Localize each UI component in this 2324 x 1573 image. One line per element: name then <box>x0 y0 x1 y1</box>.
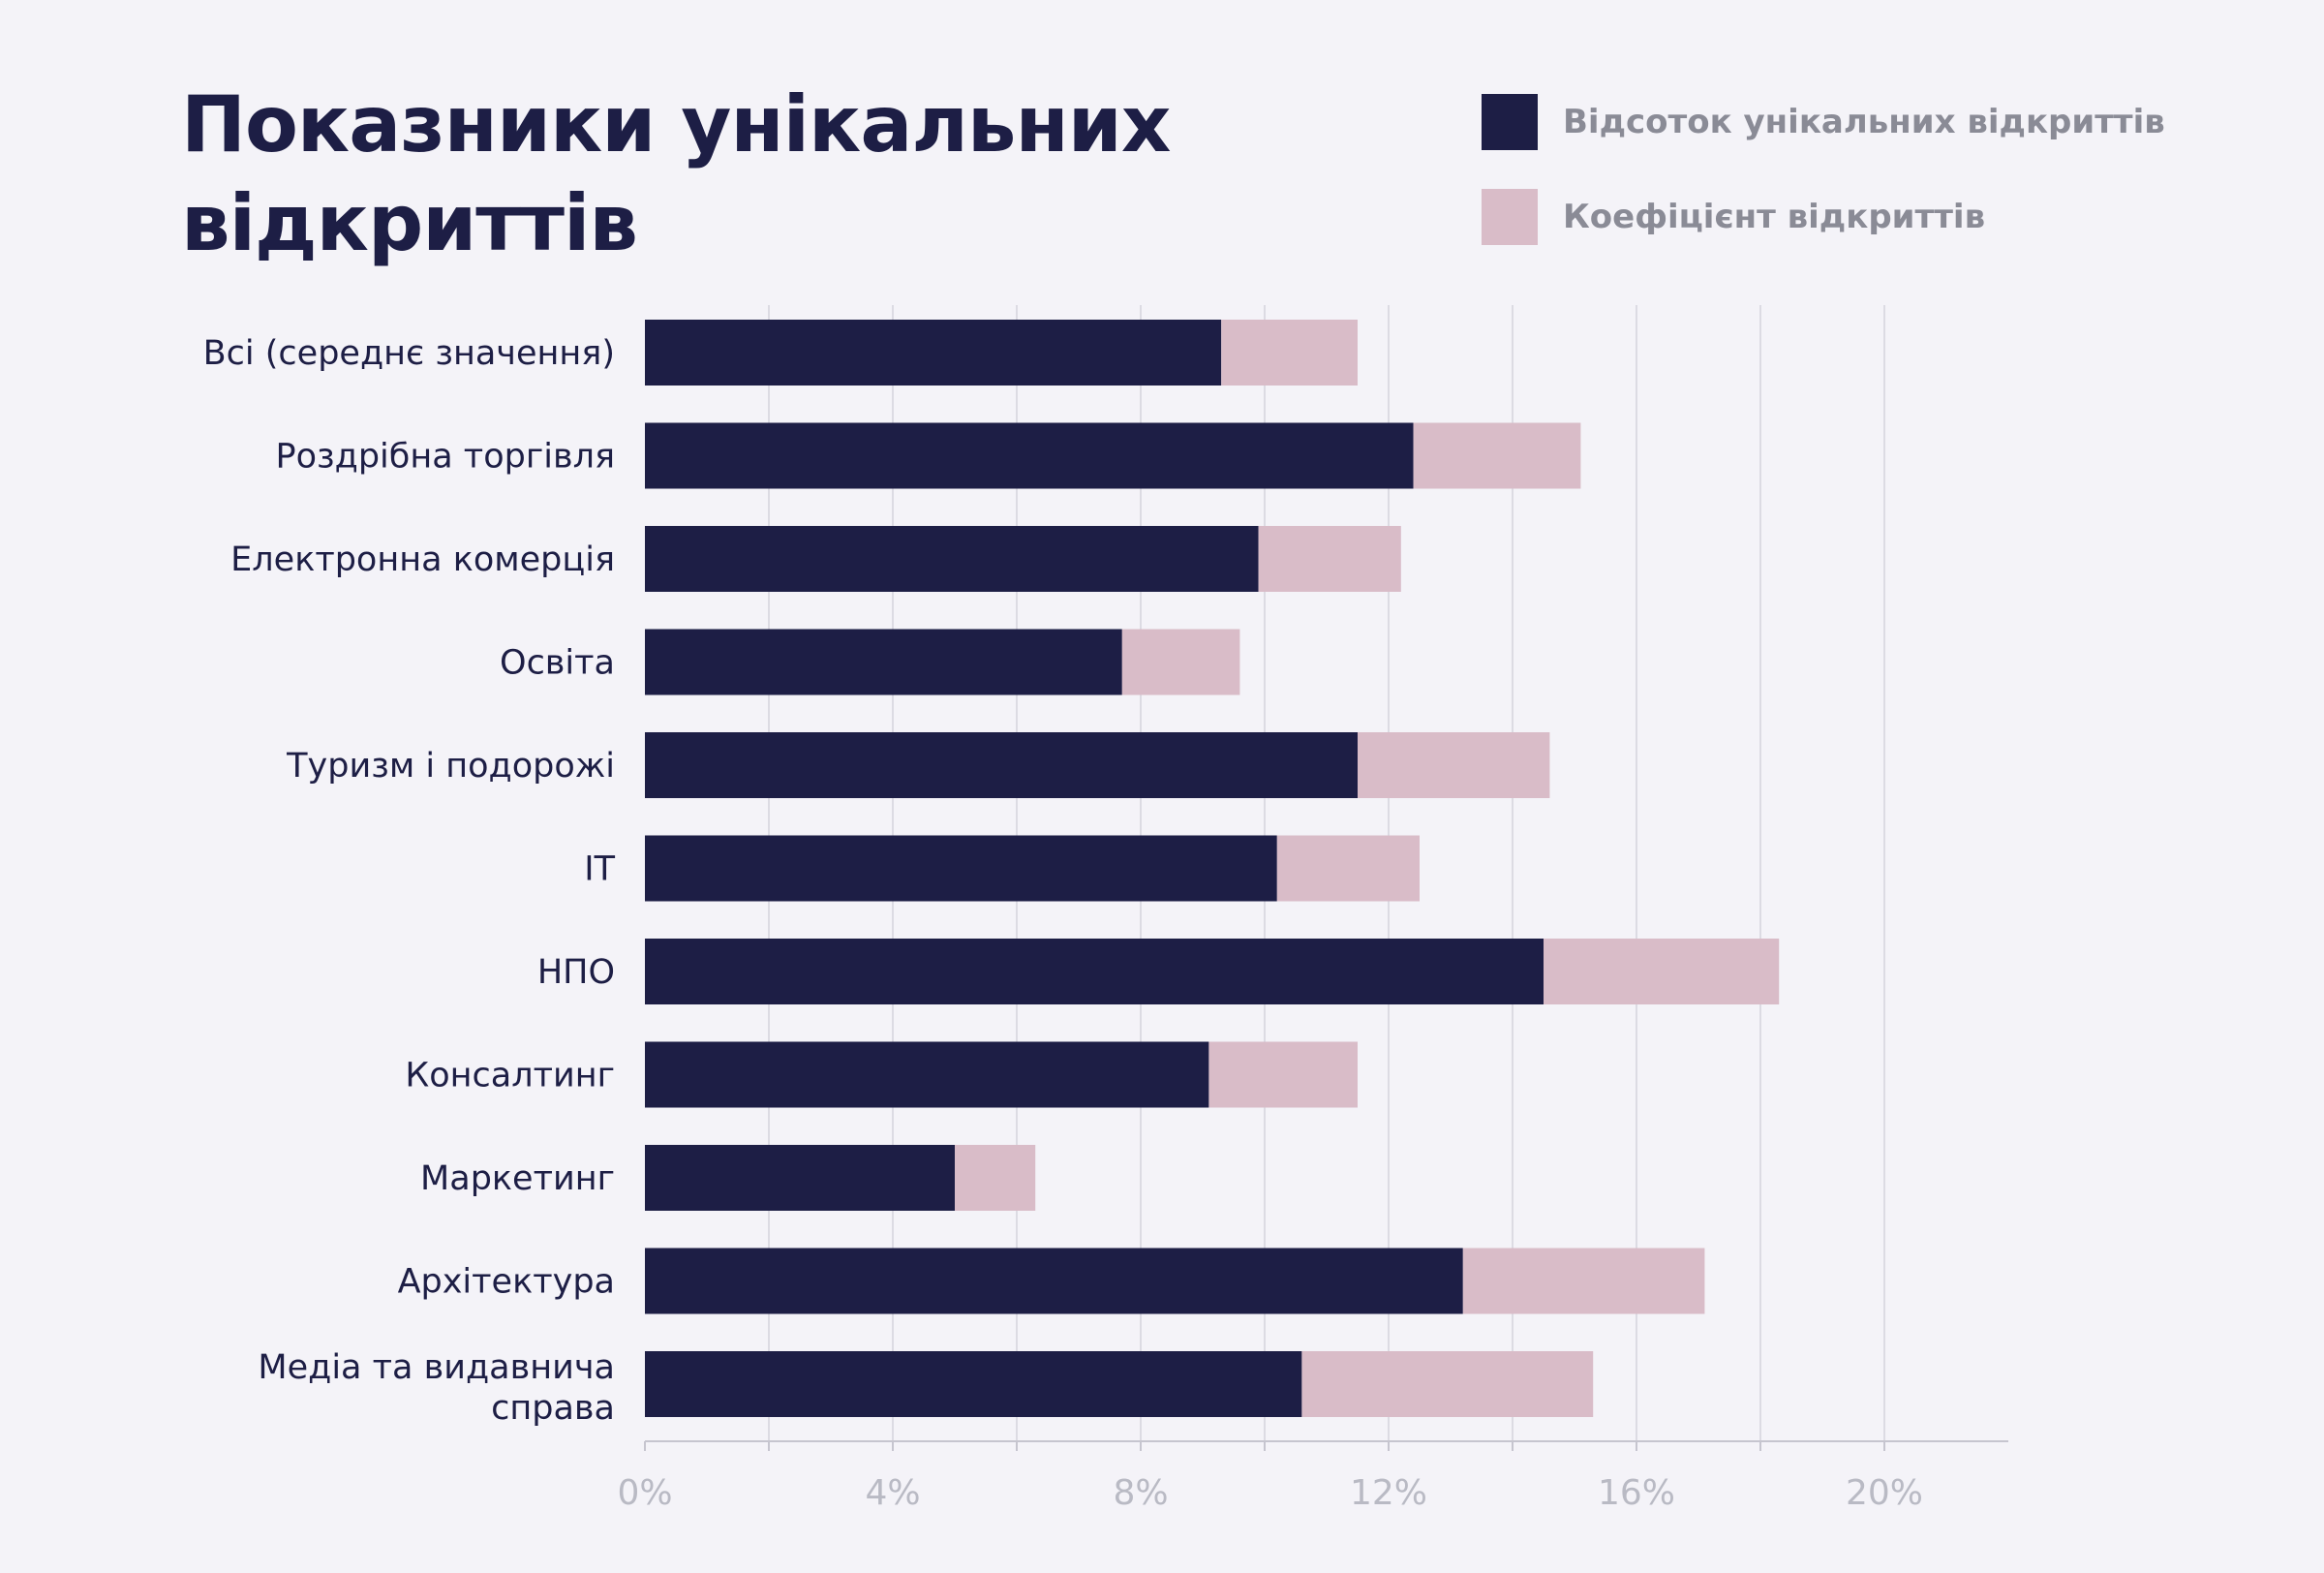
category-label: Туризм і подорожі <box>286 747 615 786</box>
legend-swatch-unique <box>1482 94 1538 150</box>
legend-label-rate: Коефіцієнт відкриттів <box>1563 198 1986 236</box>
legend-swatch-rate <box>1482 189 1538 245</box>
category-label: Освіта <box>500 644 615 683</box>
bar-rate-9 <box>1462 1248 1705 1314</box>
category-label: Маркетинг <box>420 1159 615 1198</box>
legend-item-unique: Відсоток унікальних відкриттів <box>1482 93 2295 151</box>
category-label: Консалтинг <box>405 1057 615 1095</box>
category-label: IT <box>584 850 615 889</box>
x-tick-label: 4% <box>865 1473 920 1513</box>
category-label: Електронна комерція <box>230 540 615 579</box>
category-label: Роздрібна торгівля <box>276 438 616 477</box>
x-tick-label: 12% <box>1350 1473 1427 1513</box>
bar-unique-3 <box>645 629 1122 695</box>
bar-unique-5 <box>645 835 1277 902</box>
x-tick-label: 8% <box>1113 1473 1168 1513</box>
legend-item-rate: Коефіцієнт відкриттів <box>1482 188 2295 246</box>
bar-unique-6 <box>645 939 1544 1004</box>
category-label: Архітектура <box>398 1263 615 1302</box>
category-label: НПО <box>537 953 615 992</box>
category-label: Всі (середнє значення) <box>203 334 615 373</box>
bar-unique-7 <box>645 1041 1209 1108</box>
x-tick-label: 0% <box>617 1473 672 1513</box>
bar-unique-2 <box>645 526 1259 592</box>
bar-rate-5 <box>1276 835 1420 902</box>
category-label: Медіа та видавнича справа <box>258 1348 615 1428</box>
bar-rate-3 <box>1121 629 1240 695</box>
bar-rate-0 <box>1221 320 1358 386</box>
bar-unique-9 <box>645 1248 1463 1314</box>
bar-rate-1 <box>1413 422 1581 489</box>
legend: Відсоток унікальних відкриттів Коефіцієн… <box>1482 93 2295 283</box>
chart-title: Показники унікальних відкриттів <box>181 79 1171 268</box>
bar-unique-4 <box>645 732 1358 798</box>
bar-unique-1 <box>645 422 1414 489</box>
bar-unique-0 <box>645 320 1222 386</box>
bar-unique-8 <box>645 1145 955 1211</box>
x-tick-label: 20% <box>1846 1473 1923 1513</box>
bar-rate-8 <box>955 1145 1036 1211</box>
bar-rate-2 <box>1258 526 1401 592</box>
bar-rate-7 <box>1208 1041 1358 1108</box>
bar-unique-10 <box>645 1351 1302 1417</box>
bar-rate-4 <box>1358 732 1550 798</box>
bar-rate-6 <box>1544 939 1780 1004</box>
legend-label-unique: Відсоток унікальних відкриттів <box>1563 103 2165 141</box>
bar-rate-10 <box>1301 1351 1594 1417</box>
x-tick-label: 16% <box>1598 1473 1675 1513</box>
